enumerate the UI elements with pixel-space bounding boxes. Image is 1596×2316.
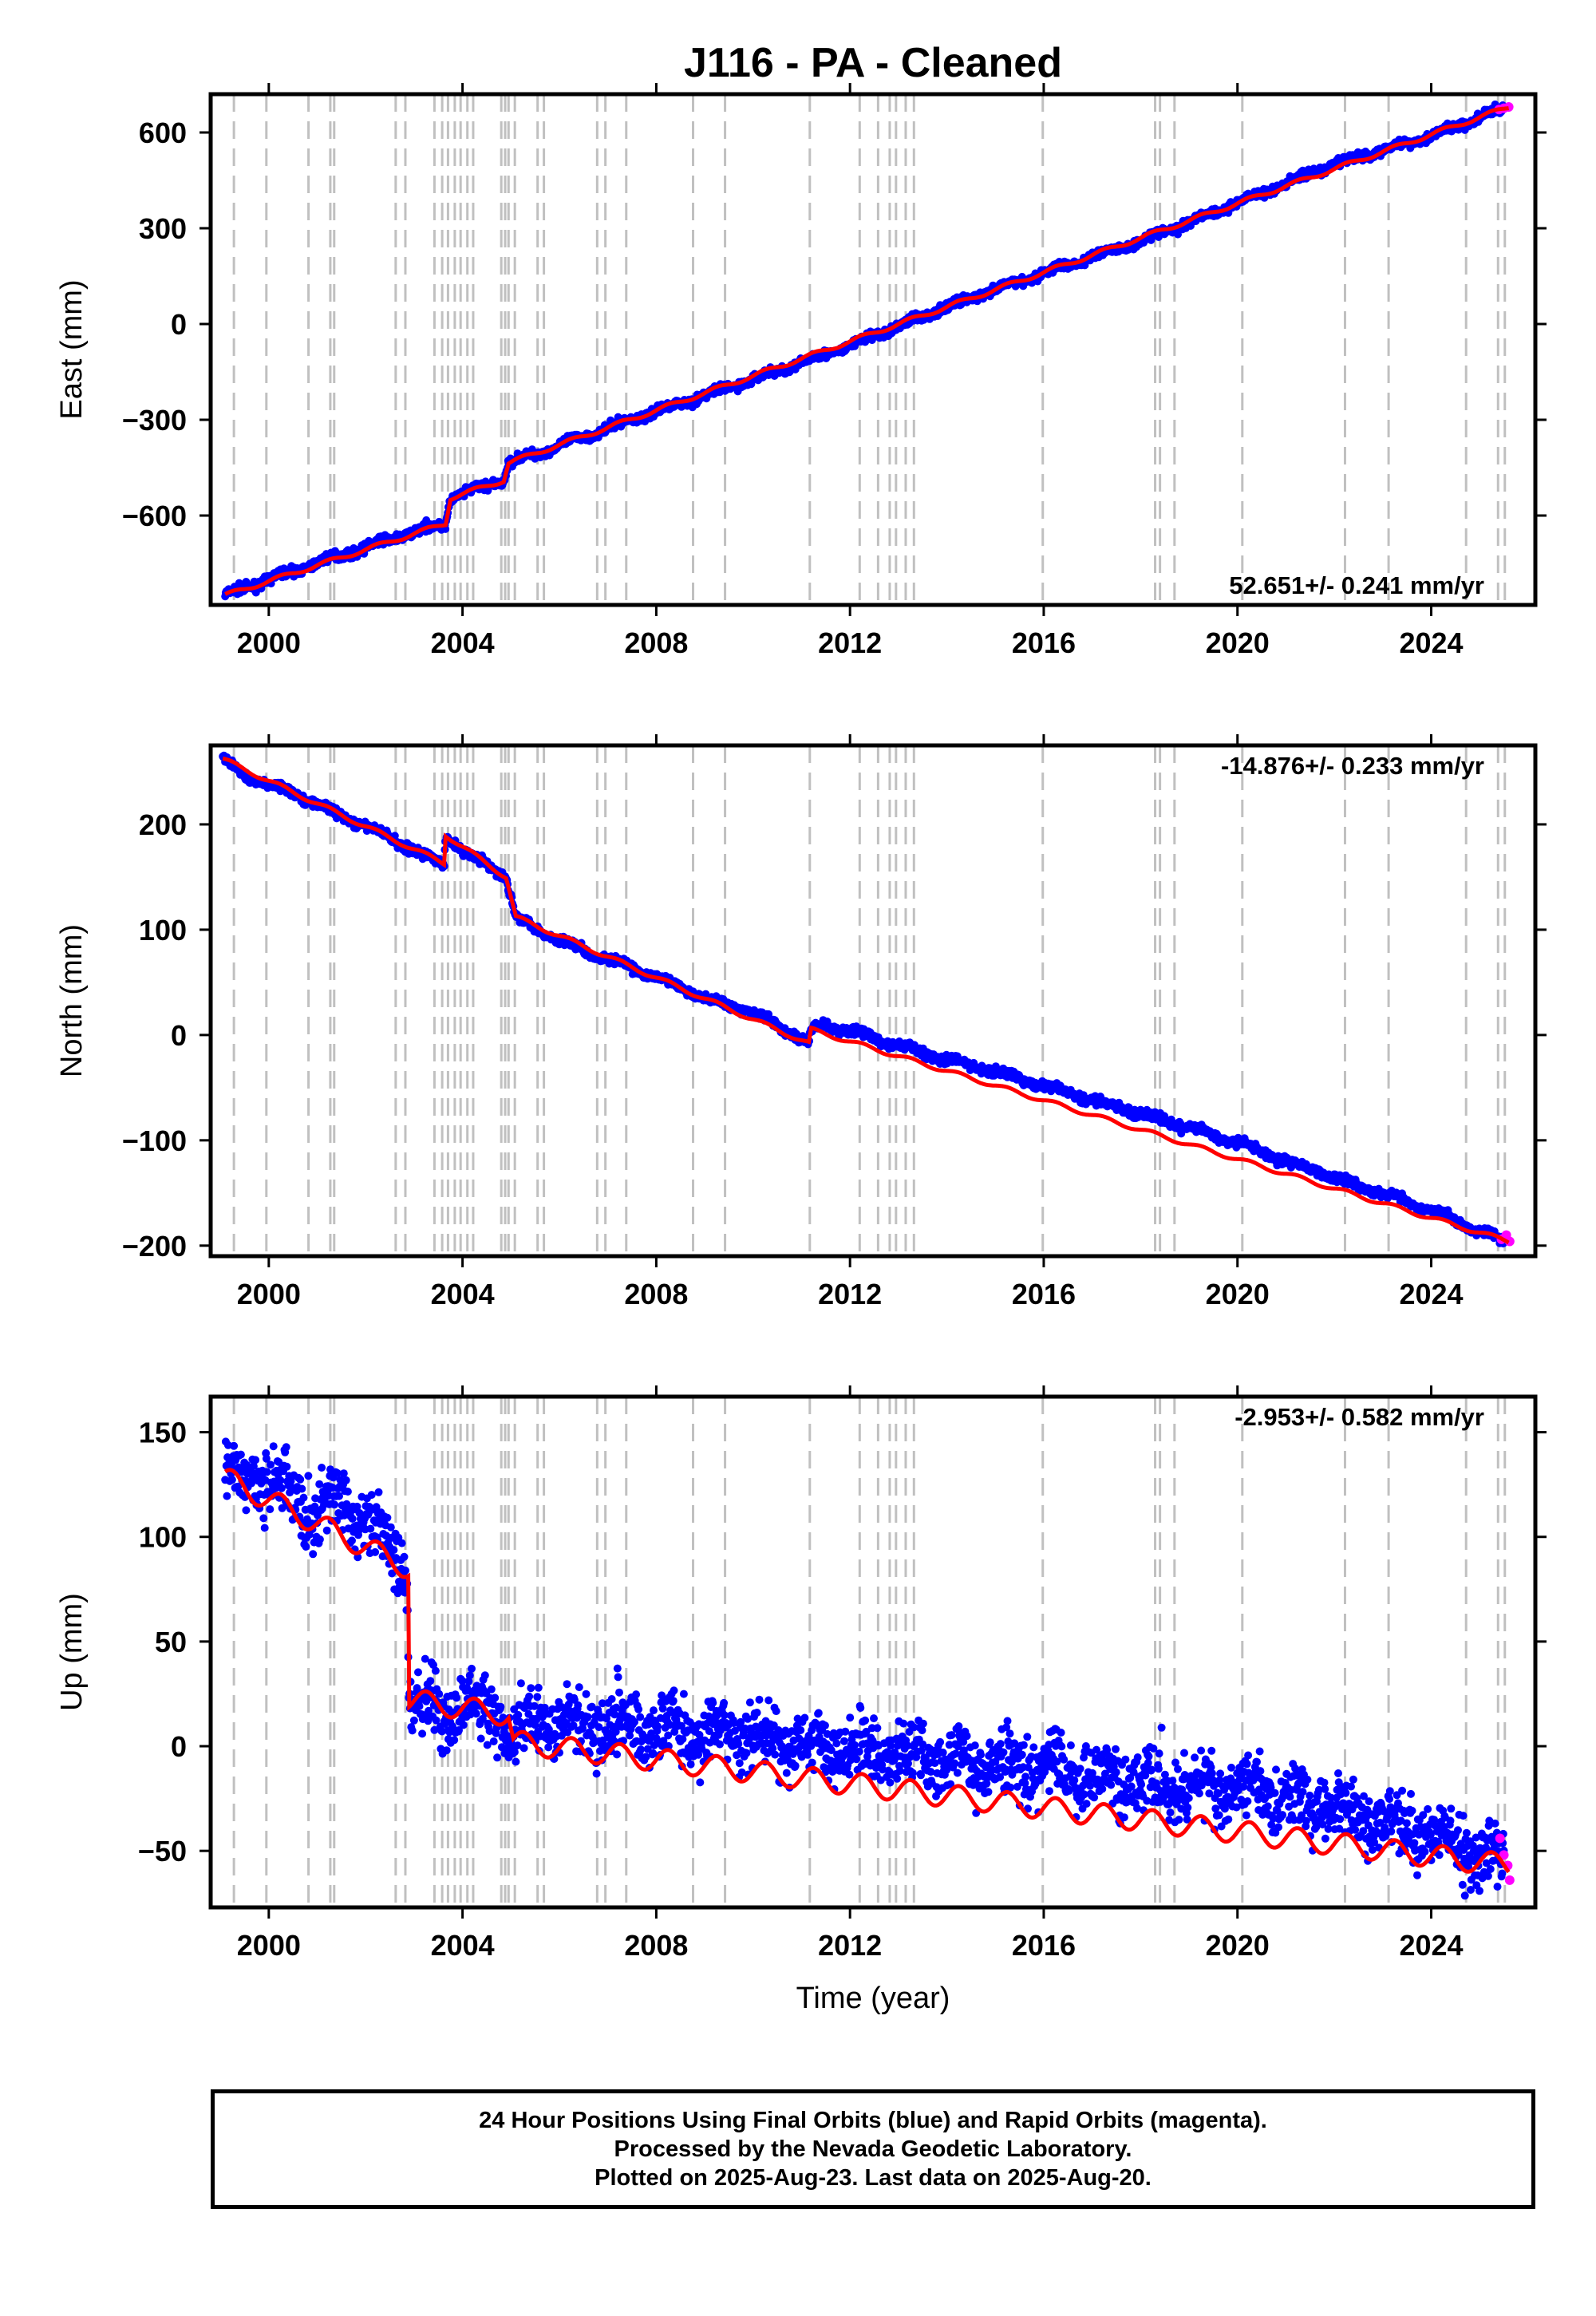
x-tick-label: 2016	[1012, 1278, 1076, 1310]
data-point	[304, 1472, 313, 1480]
panel-east: 2000 2004 2008 2012 2016 2020 2024 −600 −300 0 300…	[55, 83, 1547, 659]
y-axis-label: North (mm)	[55, 924, 89, 1077]
data-point	[282, 1462, 291, 1471]
y-tick-label: −100	[122, 1124, 187, 1157]
rate-label: 52.651+/- 0.241 mm/yr	[1229, 571, 1484, 599]
data-point	[339, 1469, 348, 1478]
y-tick-label: 0	[171, 308, 187, 341]
data-point	[383, 1513, 392, 1522]
x-tick-label: 2008	[624, 1278, 688, 1310]
data-point	[408, 1726, 417, 1735]
final-orbit-points	[221, 1437, 1508, 1900]
y-axis-label: East (mm)	[55, 279, 89, 419]
data-point	[343, 1488, 352, 1496]
x-tick-label: 2012	[818, 626, 882, 659]
data-point	[401, 1566, 409, 1575]
data-point	[276, 1476, 285, 1484]
data-point	[309, 1550, 318, 1559]
data-point	[242, 1506, 251, 1515]
x-tick-label: 2000	[237, 1278, 301, 1310]
data-point	[230, 1441, 239, 1450]
y-tick-label: 300	[139, 212, 187, 245]
data-point	[342, 1476, 350, 1484]
data-point	[431, 1666, 440, 1675]
data-point	[299, 1493, 308, 1502]
data-point	[267, 1460, 275, 1469]
data-point	[418, 1729, 427, 1738]
panels: 2000 2004 2008 2012 2016 2020 2024−600−3000300…	[55, 83, 1547, 2015]
data-point	[263, 1468, 271, 1476]
data-point	[259, 1514, 268, 1523]
y-tick-label: 600	[139, 117, 187, 149]
data-point	[227, 1476, 236, 1484]
data-point	[330, 1500, 339, 1509]
x-axis: 2000 2004 2008 2012 2016 2020 2024	[237, 83, 1464, 659]
x-tick-label: 2016	[1012, 626, 1076, 659]
final-orbit-points	[219, 751, 1508, 1248]
event-lines	[232, 94, 1507, 605]
data-point	[282, 1443, 290, 1452]
x-tick-label: 2020	[1206, 626, 1270, 659]
y-tick-label: −200	[122, 1230, 187, 1263]
figure-title: J116 - PA - Cleaned	[684, 40, 1062, 86]
data-point	[315, 1535, 324, 1543]
x-tick-label: 2024	[1399, 626, 1463, 659]
x-tick-label: 2004	[431, 1278, 495, 1310]
y-axis: −600 −300 0 300 600	[122, 117, 1547, 532]
event-lines	[232, 745, 1507, 1256]
data-point	[426, 1677, 435, 1686]
data-point	[374, 1488, 383, 1496]
data-point	[348, 1536, 356, 1545]
data-point	[315, 1480, 324, 1488]
data-point	[348, 1515, 357, 1523]
data-point	[236, 1450, 245, 1459]
y-tick-label: −600	[122, 500, 187, 532]
model-fit-line	[224, 106, 1510, 596]
x-tick-label: 2024	[1399, 1278, 1463, 1310]
data-point	[260, 1524, 269, 1532]
data-point	[277, 1484, 286, 1492]
plot-frame	[208, 92, 1538, 607]
data-point	[371, 1547, 380, 1556]
data-point	[298, 1484, 306, 1493]
data-point	[414, 1668, 422, 1677]
x-tick-label: 2008	[624, 626, 688, 659]
x-axis: 2000 2004 2008 2012 2016 2020 2024	[237, 734, 1464, 1310]
data-point	[266, 1505, 275, 1514]
x-tick-label: 2012	[818, 1278, 882, 1310]
data-point	[302, 1543, 310, 1551]
panel-north: 2000 2004 2008 2012 2016 2020 2024 −200 −100 0 100…	[55, 734, 1547, 1310]
data-point	[366, 1524, 375, 1533]
data-point	[318, 1464, 326, 1472]
rate-label: -14.876+/- 0.233 mm/yr	[1221, 752, 1484, 780]
data-point	[269, 1442, 278, 1451]
x-tick-label: 2000	[237, 626, 301, 659]
y-tick-label: −300	[122, 404, 187, 437]
x-tick-label: 2020	[1206, 1278, 1270, 1310]
data-point	[223, 1492, 231, 1500]
data-point	[251, 1456, 260, 1464]
data-point	[367, 1491, 376, 1500]
y-tick-label: 200	[139, 808, 187, 841]
data-point	[400, 1552, 409, 1561]
panel-up: 2000 2004 2008 2012 2016 2020 2024−50050100150…	[55, 1385, 1547, 2015]
y-tick-label: 100	[139, 914, 187, 947]
data-point	[397, 1539, 406, 1547]
data-point	[389, 1546, 398, 1555]
data-point	[386, 1523, 395, 1531]
y-tick-label: 0	[171, 1019, 187, 1052]
data-point	[322, 1526, 331, 1535]
x-tick-label: 2004	[431, 626, 495, 659]
data-point	[296, 1475, 305, 1484]
data-point	[409, 1716, 418, 1725]
